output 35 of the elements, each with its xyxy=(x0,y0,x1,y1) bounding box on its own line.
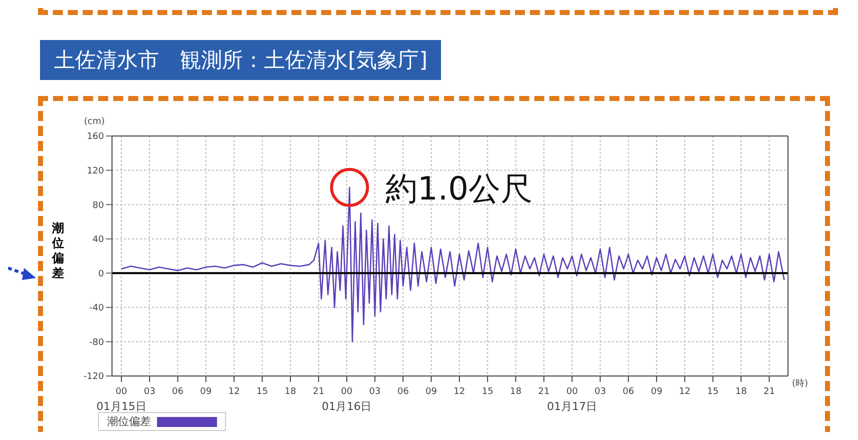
y-tick-label: 80 xyxy=(92,200,104,211)
x-tick-label: 18 xyxy=(735,387,748,397)
x-tick-label: 21 xyxy=(538,387,550,397)
y-tick-label: 120 xyxy=(86,166,104,176)
x-tick-label: 18 xyxy=(284,387,296,397)
x-tick-label: 15 xyxy=(256,387,268,397)
y-axis-title: 潮位偏差 xyxy=(51,221,64,280)
x-tick-label: 03 xyxy=(369,387,381,397)
y-tick-label: 0 xyxy=(98,269,104,280)
y-tick-label: -40 xyxy=(89,304,104,314)
x-tick-label: 03 xyxy=(144,387,156,397)
annotation: 約1.0公尺 xyxy=(386,169,532,208)
x-tick-label: 09 xyxy=(200,387,212,397)
x-tick-label: 21 xyxy=(763,387,775,397)
y-tick-label: 160 xyxy=(86,132,104,142)
y-tick-label: 40 xyxy=(92,235,104,246)
y-tick-label: -120 xyxy=(84,372,104,382)
text: 潮位偏差 xyxy=(107,414,151,429)
x-tick-label: 12 xyxy=(228,387,240,397)
x-tick-label: 12 xyxy=(678,387,690,397)
x-tick-label: 06 xyxy=(397,387,410,397)
text: (cm) xyxy=(84,117,105,127)
chart-title: 土佐清水市 観測所：土佐清水[気象庁] xyxy=(40,40,442,80)
x-tick-label: 09 xyxy=(650,387,663,397)
x-tick-label: 06 xyxy=(622,387,634,397)
x-tick-label: 15 xyxy=(707,387,719,397)
x-tick-label: 06 xyxy=(172,387,184,397)
text: (時) xyxy=(792,378,808,389)
x-tick-label: 15 xyxy=(482,387,494,397)
x-tick-label: 03 xyxy=(594,387,606,397)
x-tick-label: 21 xyxy=(312,387,324,397)
y-tick-label: -80 xyxy=(89,338,104,348)
x-tick-label: 18 xyxy=(510,387,522,397)
x-tick-label: 09 xyxy=(425,387,438,397)
x-tick-label: 12 xyxy=(454,387,466,397)
